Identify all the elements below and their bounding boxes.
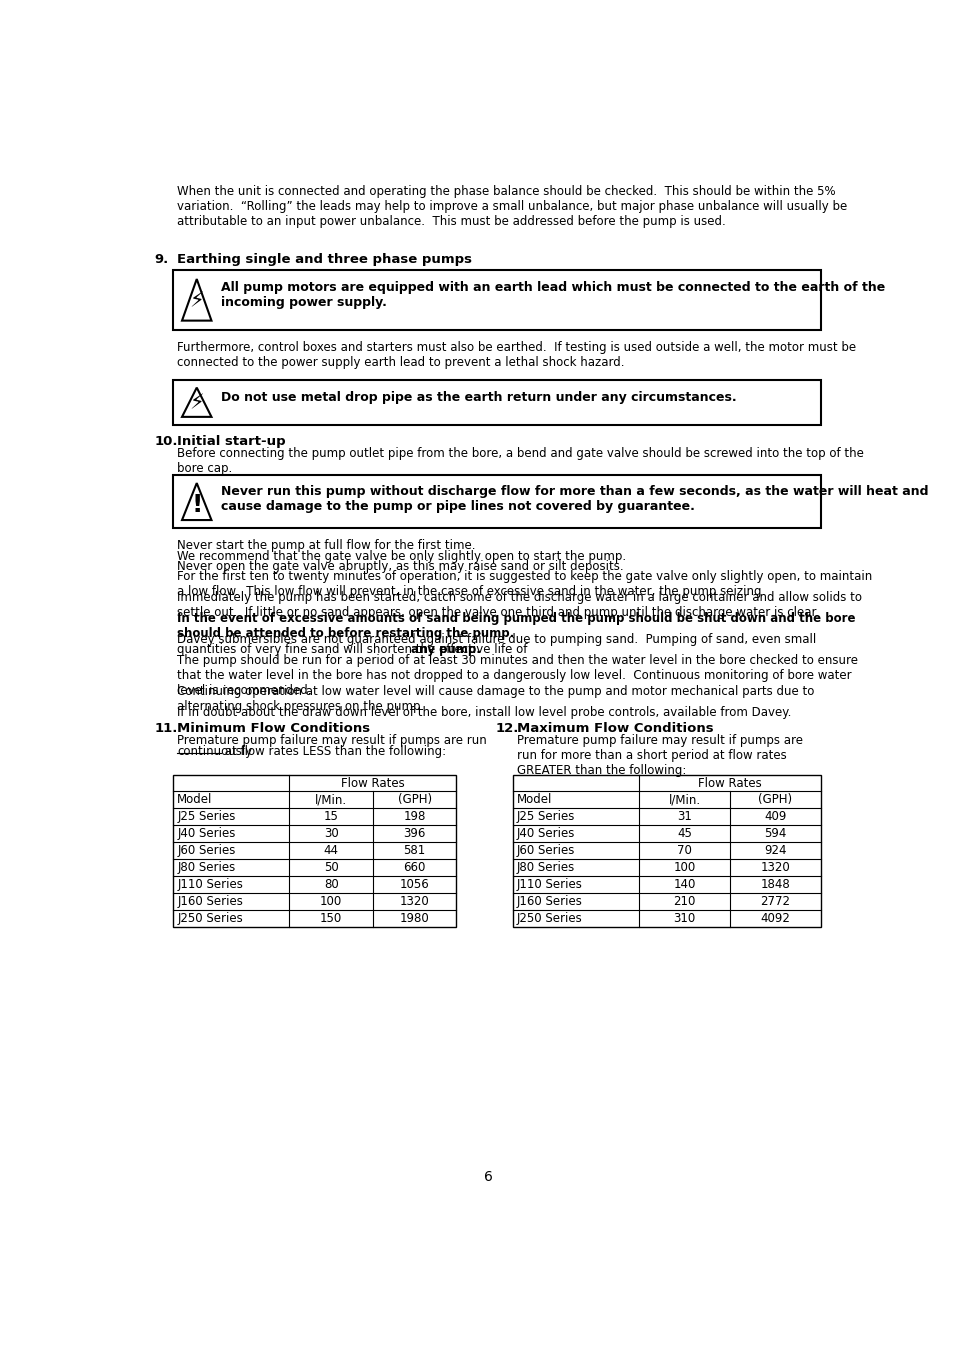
Text: 6: 6 — [484, 1170, 493, 1184]
Text: J110 Series: J110 Series — [517, 878, 582, 891]
Text: For the first ten to twenty minutes of operation, it is suggested to keep the ga: For the first ten to twenty minutes of o… — [177, 571, 872, 598]
Text: Immediately the pump has been started, catch some of the discharge water in a la: Immediately the pump has been started, c… — [177, 591, 862, 620]
Text: 140: 140 — [673, 878, 695, 891]
Text: 409: 409 — [763, 810, 785, 824]
Text: 11.: 11. — [154, 722, 177, 736]
Text: J40 Series: J40 Series — [177, 828, 235, 840]
Text: Continuing operation at low water level will cause damage to the pump and motor : Continuing operation at low water level … — [177, 684, 814, 713]
Text: J60 Series: J60 Series — [517, 844, 575, 857]
Text: 9.: 9. — [154, 252, 168, 266]
Text: If in doubt about the draw down level of the bore, install low level probe contr: If in doubt about the draw down level of… — [177, 706, 791, 718]
Text: 80: 80 — [323, 878, 338, 891]
Text: In the event of excessive amounts of sand being pumped the pump should be shut d: In the event of excessive amounts of san… — [177, 612, 855, 640]
Text: J25 Series: J25 Series — [517, 810, 575, 824]
Text: Before connecting the pump outlet pipe from the bore, a bend and gate valve shou: Before connecting the pump outlet pipe f… — [177, 447, 863, 475]
Text: 660: 660 — [403, 861, 425, 875]
Text: 12.: 12. — [495, 722, 518, 736]
Text: 1056: 1056 — [399, 878, 429, 891]
Text: ⚡: ⚡ — [190, 394, 204, 414]
Text: Premature pump failure may result if pumps are run: Premature pump failure may result if pum… — [177, 734, 487, 748]
Text: ⚡: ⚡ — [190, 292, 204, 312]
Text: 1980: 1980 — [399, 913, 429, 925]
Text: 150: 150 — [320, 913, 342, 925]
Text: J60 Series: J60 Series — [177, 844, 235, 857]
Text: 50: 50 — [323, 861, 338, 875]
Text: quantities of very fine sand will shorten the effective life of: quantities of very fine sand will shorte… — [177, 643, 531, 656]
FancyBboxPatch shape — [173, 475, 820, 528]
FancyBboxPatch shape — [173, 270, 820, 329]
Text: Premature pump failure may result if pumps are
run for more than a short period : Premature pump failure may result if pum… — [517, 734, 802, 778]
Text: Minimum Flow Conditions: Minimum Flow Conditions — [177, 722, 370, 736]
Text: 1320: 1320 — [760, 861, 789, 875]
Text: 924: 924 — [763, 844, 785, 857]
FancyBboxPatch shape — [173, 379, 820, 424]
Text: Never open the gate valve abruptly, as this may raise sand or silt deposits.: Never open the gate valve abruptly, as t… — [177, 560, 623, 574]
Text: J25 Series: J25 Series — [177, 810, 235, 824]
Text: Flow Rates: Flow Rates — [698, 776, 760, 790]
Text: 45: 45 — [677, 828, 691, 840]
Text: Flow Rates: Flow Rates — [340, 776, 404, 790]
Text: continuously: continuously — [177, 745, 253, 757]
Text: any pump.: any pump. — [411, 643, 481, 656]
Text: 100: 100 — [673, 861, 695, 875]
Text: Initial start-up: Initial start-up — [177, 435, 286, 448]
Text: J80 Series: J80 Series — [177, 861, 235, 875]
Text: 210: 210 — [673, 895, 695, 909]
Text: 4092: 4092 — [760, 913, 789, 925]
Text: When the unit is connected and operating the phase balance should be checked.  T: When the unit is connected and operating… — [177, 185, 846, 228]
Text: 581: 581 — [403, 844, 425, 857]
Text: J250 Series: J250 Series — [517, 913, 582, 925]
Text: 310: 310 — [673, 913, 695, 925]
Text: (GPH): (GPH) — [397, 794, 432, 806]
Text: Model: Model — [517, 794, 552, 806]
FancyBboxPatch shape — [173, 775, 456, 927]
Text: at flow rates LESS than the following:: at flow rates LESS than the following: — [221, 745, 446, 757]
Text: l/Min.: l/Min. — [314, 794, 347, 806]
Text: 198: 198 — [403, 810, 425, 824]
Text: We recommend that the gate valve be only slightly open to start the pump.: We recommend that the gate valve be only… — [177, 549, 626, 563]
Text: 10.: 10. — [154, 435, 177, 448]
Text: 15: 15 — [323, 810, 338, 824]
FancyBboxPatch shape — [513, 775, 820, 927]
Text: 100: 100 — [320, 895, 342, 909]
Text: 396: 396 — [403, 828, 425, 840]
Text: 31: 31 — [677, 810, 691, 824]
Text: Never run this pump without discharge flow for more than a few seconds, as the w: Never run this pump without discharge fl… — [220, 485, 927, 513]
Text: Earthing single and three phase pumps: Earthing single and three phase pumps — [177, 252, 472, 266]
Text: J250 Series: J250 Series — [177, 913, 243, 925]
Text: The pump should be run for a period of at least 30 minutes and then the water le: The pump should be run for a period of a… — [177, 653, 858, 697]
Text: 70: 70 — [677, 844, 691, 857]
Text: Maximum Flow Conditions: Maximum Flow Conditions — [517, 722, 713, 736]
Text: Never start the pump at full flow for the first time.: Never start the pump at full flow for th… — [177, 539, 476, 552]
Text: 44: 44 — [323, 844, 338, 857]
Text: J40 Series: J40 Series — [517, 828, 575, 840]
Text: 30: 30 — [323, 828, 338, 840]
Text: J80 Series: J80 Series — [517, 861, 575, 875]
Text: 2772: 2772 — [760, 895, 789, 909]
Text: 594: 594 — [763, 828, 785, 840]
Text: 1320: 1320 — [399, 895, 429, 909]
Text: J110 Series: J110 Series — [177, 878, 243, 891]
Text: (GPH): (GPH) — [758, 794, 792, 806]
Text: 1848: 1848 — [760, 878, 789, 891]
Text: Do not use metal drop pipe as the earth return under any circumstances.: Do not use metal drop pipe as the earth … — [220, 390, 736, 404]
Text: l/Min.: l/Min. — [668, 794, 700, 806]
Text: J160 Series: J160 Series — [517, 895, 582, 909]
Text: All pump motors are equipped with an earth lead which must be connected to the e: All pump motors are equipped with an ear… — [220, 281, 884, 309]
Text: Davey submersibles are not guaranteed against failure due to pumping sand.  Pump: Davey submersibles are not guaranteed ag… — [177, 633, 816, 645]
Text: !: ! — [191, 493, 202, 517]
Text: Model: Model — [177, 794, 213, 806]
Text: J160 Series: J160 Series — [177, 895, 243, 909]
Text: Furthermore, control boxes and starters must also be earthed.  If testing is use: Furthermore, control boxes and starters … — [177, 340, 856, 369]
